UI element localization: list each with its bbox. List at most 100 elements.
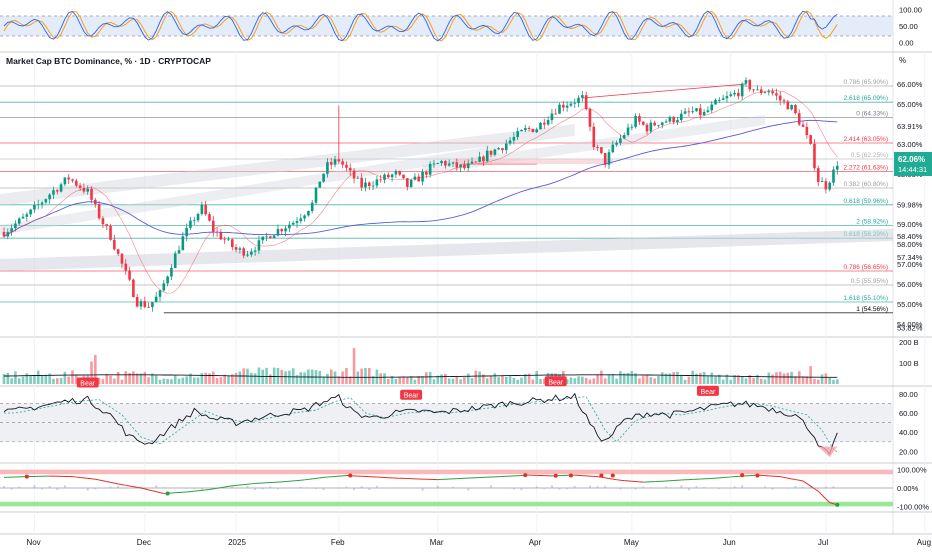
candle-body: [653, 123, 656, 126]
candle-body: [265, 236, 268, 237]
x-tick-label: Jul: [818, 538, 828, 547]
fib-label: 0.786 (56.65%): [844, 264, 888, 271]
candle-body: [501, 148, 504, 150]
candle-body: [227, 239, 230, 240]
price-tick-label: 59.98%: [897, 200, 923, 209]
candle-body: [486, 151, 489, 161]
volume-bar: [714, 376, 717, 384]
volume-bar: [809, 366, 812, 384]
candle-body: [319, 182, 322, 188]
volume-bar: [535, 371, 538, 384]
osc-line-segment: [213, 488, 217, 489]
osc-histogram-bar: [749, 487, 751, 488]
osc-signal-dot: [166, 492, 170, 496]
candle-body: [646, 125, 649, 132]
candle-body: [132, 280, 135, 297]
volume-bar: [779, 372, 782, 384]
osc-histogram-bar: [330, 488, 332, 489]
osc-histogram-bar: [467, 488, 469, 490]
osc-histogram-bar: [64, 485, 66, 488]
volume-bar: [494, 373, 497, 384]
candle-body: [311, 203, 314, 211]
candle-body: [242, 248, 245, 255]
x-tick-label: Feb: [331, 538, 345, 547]
osc-histogram-bar: [597, 486, 599, 488]
volume-bar: [197, 377, 200, 384]
candle-body: [604, 153, 607, 165]
bear-label: Bear: [701, 389, 716, 396]
osc-histogram-bar: [589, 486, 591, 488]
candle-body: [201, 205, 204, 214]
osc-histogram-bar: [231, 486, 233, 488]
unit-button[interactable]: %: [899, 56, 906, 65]
candle-body: [163, 283, 166, 290]
volume-bar: [615, 379, 618, 384]
candle-body: [189, 221, 192, 228]
volume-bar: [395, 379, 398, 384]
osc-histogram-bar: [315, 488, 317, 489]
osc-histogram-bar: [505, 488, 507, 489]
candle-body: [303, 215, 306, 218]
volume-bar: [174, 375, 177, 384]
volume-bar: [612, 374, 615, 384]
candle-body: [269, 236, 272, 238]
volume-bar: [178, 379, 181, 384]
volume-bar: [102, 379, 105, 384]
x-tick-label: Apr: [529, 538, 542, 547]
volume-bar: [475, 371, 478, 384]
candle-body: [345, 165, 348, 168]
osc-line-segment: [221, 487, 225, 488]
candle-body: [273, 236, 276, 239]
candle-body: [166, 276, 169, 283]
volume-bar: [41, 376, 44, 384]
volume-bar: [497, 377, 500, 384]
candle-body: [813, 144, 816, 168]
volume-bar: [653, 378, 656, 384]
candle-body: [364, 183, 367, 188]
volume-bar: [608, 375, 611, 384]
candle-body: [288, 225, 291, 229]
price-tick-label: 66.00%: [897, 80, 923, 89]
volume-bar: [768, 373, 771, 384]
volume-bar: [509, 376, 512, 384]
candle-body: [535, 129, 538, 132]
candle-body: [806, 127, 809, 135]
candle-body: [368, 183, 371, 186]
volume-bar: [657, 376, 660, 384]
volume-bar: [471, 378, 474, 384]
volume-bar: [10, 378, 13, 384]
candle-body: [775, 93, 778, 95]
candle-body: [703, 112, 706, 115]
osc-signal-dot: [755, 474, 759, 478]
rsi-tick-label: 40.00: [899, 428, 918, 437]
candle-body: [642, 122, 645, 125]
osc-tick-label: 100.00%: [897, 466, 927, 475]
candle-body: [178, 250, 181, 253]
volume-bar: [672, 372, 675, 384]
volume-bar: [379, 373, 382, 384]
volume-bar: [688, 377, 691, 384]
candle-body: [455, 162, 458, 167]
candle-body: [737, 93, 740, 96]
candle-body: [520, 130, 523, 131]
osc-histogram-bar: [741, 485, 743, 488]
candle-body: [581, 95, 584, 98]
osc-line-segment: [209, 489, 213, 490]
volume-bar: [433, 379, 436, 384]
fib-label: 2.272 (61.63%): [844, 164, 888, 171]
candle-body: [718, 100, 721, 101]
candle-body: [372, 186, 375, 187]
volume-bar: [516, 380, 519, 384]
volume-bar: [258, 367, 261, 384]
volume-bar: [505, 377, 508, 384]
candle-body: [452, 162, 455, 163]
osc-histogram-bar: [368, 488, 370, 490]
osc-line-segment: [217, 488, 221, 489]
price-tick-label: 65.00%: [897, 100, 923, 109]
osc-line-segment: [605, 478, 609, 479]
volume-bar: [376, 370, 379, 384]
volume-bar: [650, 377, 653, 384]
candle-body: [296, 221, 299, 223]
